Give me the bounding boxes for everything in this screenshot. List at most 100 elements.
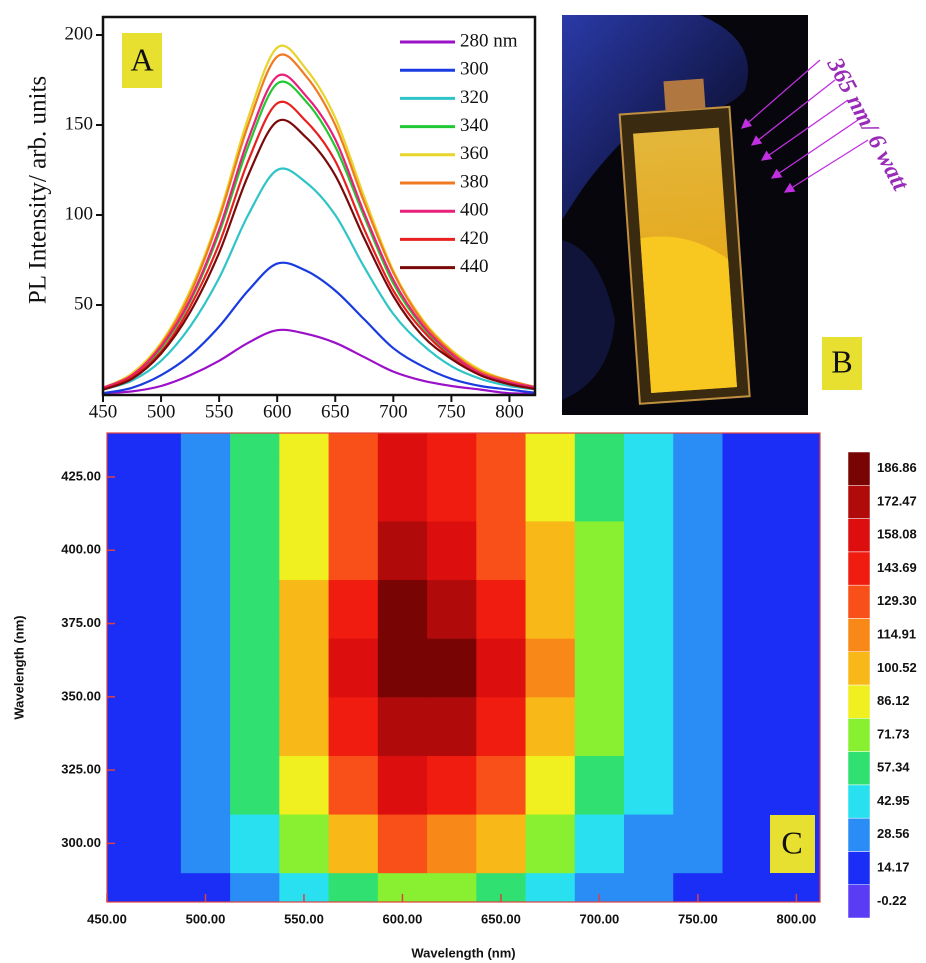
heatmap-cell bbox=[230, 579, 280, 639]
heatmap-cell bbox=[476, 696, 527, 756]
heatmap-cell bbox=[476, 814, 527, 874]
legend-label: 440 bbox=[460, 256, 489, 277]
colorbar-label: 100.52 bbox=[877, 660, 917, 675]
heatmap-cell bbox=[180, 755, 231, 815]
colorbar-label: 57.34 bbox=[877, 760, 910, 775]
heatmap-cell bbox=[328, 638, 379, 698]
x-tick-label: 550 bbox=[205, 401, 234, 422]
heatmap-cell bbox=[624, 814, 674, 874]
colorbar-label: 86.12 bbox=[877, 693, 910, 708]
heatmap-cell bbox=[230, 696, 280, 756]
heatmap-cell bbox=[525, 579, 576, 639]
colorbar-label: 71.73 bbox=[877, 726, 910, 741]
heatmap-cell bbox=[525, 462, 576, 522]
colorbar-swatch bbox=[847, 684, 871, 719]
x-tick-label: 750.00 bbox=[678, 911, 718, 926]
y-tick-label: 150 bbox=[65, 113, 94, 134]
x-axis-label: Wavelength (nm) bbox=[411, 945, 515, 960]
heatmap-cell bbox=[377, 433, 428, 463]
uv-arrows bbox=[741, 59, 869, 193]
heatmap-cell bbox=[574, 520, 625, 581]
heatmap-cell bbox=[279, 520, 330, 581]
heatmap-cell bbox=[624, 755, 674, 815]
arrow bbox=[750, 79, 836, 146]
heatmap-cell bbox=[377, 696, 428, 756]
legend-label: 280 nm bbox=[460, 30, 518, 51]
heatmap-cell bbox=[673, 755, 724, 815]
legend-label: 360 bbox=[460, 143, 489, 164]
heatmap-cell bbox=[377, 814, 428, 874]
heatmap-cell bbox=[107, 638, 133, 698]
heatmap-cell bbox=[427, 755, 477, 815]
heatmap-cell bbox=[771, 462, 820, 522]
colorbar-swatch bbox=[847, 884, 871, 919]
heatmap-cell bbox=[722, 462, 773, 522]
series-line bbox=[103, 73, 535, 389]
y-tick-label: 375.00 bbox=[61, 615, 101, 630]
heatmap-cell bbox=[722, 579, 773, 639]
heatmap-cell bbox=[230, 872, 280, 902]
heatmap-cell bbox=[328, 696, 379, 756]
colorbar-label: -0.22 bbox=[877, 893, 907, 908]
series-line bbox=[103, 118, 535, 391]
heatmap-cell bbox=[107, 696, 133, 756]
heatmap-cell bbox=[328, 814, 379, 874]
heatmap-cell bbox=[131, 755, 182, 815]
colorbar-label: 129.30 bbox=[877, 593, 917, 608]
heatmap-cell bbox=[279, 755, 330, 815]
x-tick-label: 550.00 bbox=[284, 911, 324, 926]
colorbar-swatch bbox=[847, 817, 871, 852]
heatmap-cell bbox=[328, 579, 379, 639]
panel-label: A bbox=[130, 41, 153, 77]
colorbar-label: 143.69 bbox=[877, 560, 917, 575]
colorbar-swatch bbox=[847, 584, 871, 619]
colorbar-label: 14.17 bbox=[877, 860, 910, 875]
heatmap-cell bbox=[107, 872, 133, 902]
y-tick-label: 50 bbox=[74, 293, 93, 314]
heatmap-cell bbox=[180, 520, 231, 581]
uv-annotation: 365 nm/ 6 watt bbox=[821, 53, 914, 196]
x-tick-label: 500.00 bbox=[186, 911, 226, 926]
heatmap-cell bbox=[525, 814, 576, 874]
heatmap-cell bbox=[624, 579, 674, 639]
series-line bbox=[103, 44, 535, 389]
colorbar-label: 114.91 bbox=[877, 627, 916, 642]
liquid-bright bbox=[640, 236, 737, 394]
heatmap-cell bbox=[722, 755, 773, 815]
heatmap-cell bbox=[377, 462, 428, 522]
heatmap-cell bbox=[525, 433, 576, 463]
colorbar-swatch bbox=[847, 751, 871, 786]
heatmap-cell bbox=[427, 433, 477, 463]
colorbar-swatch bbox=[847, 551, 871, 586]
x-tick-label: 650.00 bbox=[481, 911, 521, 926]
heatmap-cell bbox=[427, 814, 477, 874]
legend-label: 400 bbox=[460, 200, 489, 221]
heatmap-cell bbox=[377, 755, 428, 815]
heatmap-cell bbox=[230, 462, 280, 522]
heatmap-cell bbox=[574, 579, 625, 639]
x-tick-label: 750 bbox=[437, 401, 466, 422]
y-tick-label: 350.00 bbox=[61, 688, 101, 703]
x-tick-label: 700.00 bbox=[580, 911, 620, 926]
heatmap-cell bbox=[328, 520, 379, 581]
heatmap-cell bbox=[328, 433, 379, 463]
heatmap-cell bbox=[722, 520, 773, 581]
heatmap-cell bbox=[377, 579, 428, 639]
cap bbox=[663, 78, 706, 112]
plot-frame bbox=[106, 432, 821, 903]
heatmap-cell bbox=[673, 696, 724, 756]
heatmap-cell bbox=[771, 755, 820, 815]
panel-label: C bbox=[781, 824, 802, 860]
heatmap-cell bbox=[673, 433, 724, 463]
heatmap-cell bbox=[476, 520, 527, 581]
heatmap-cell bbox=[771, 638, 820, 698]
series-line bbox=[103, 261, 535, 395]
heatmap-cell bbox=[673, 462, 724, 522]
plot-frame bbox=[101, 15, 537, 397]
heatmap-cell bbox=[427, 696, 477, 756]
heatmap-cell bbox=[624, 462, 674, 522]
heatmap-cell bbox=[328, 462, 379, 522]
heatmap-cell bbox=[279, 696, 330, 756]
heatmap-cell bbox=[624, 872, 674, 902]
